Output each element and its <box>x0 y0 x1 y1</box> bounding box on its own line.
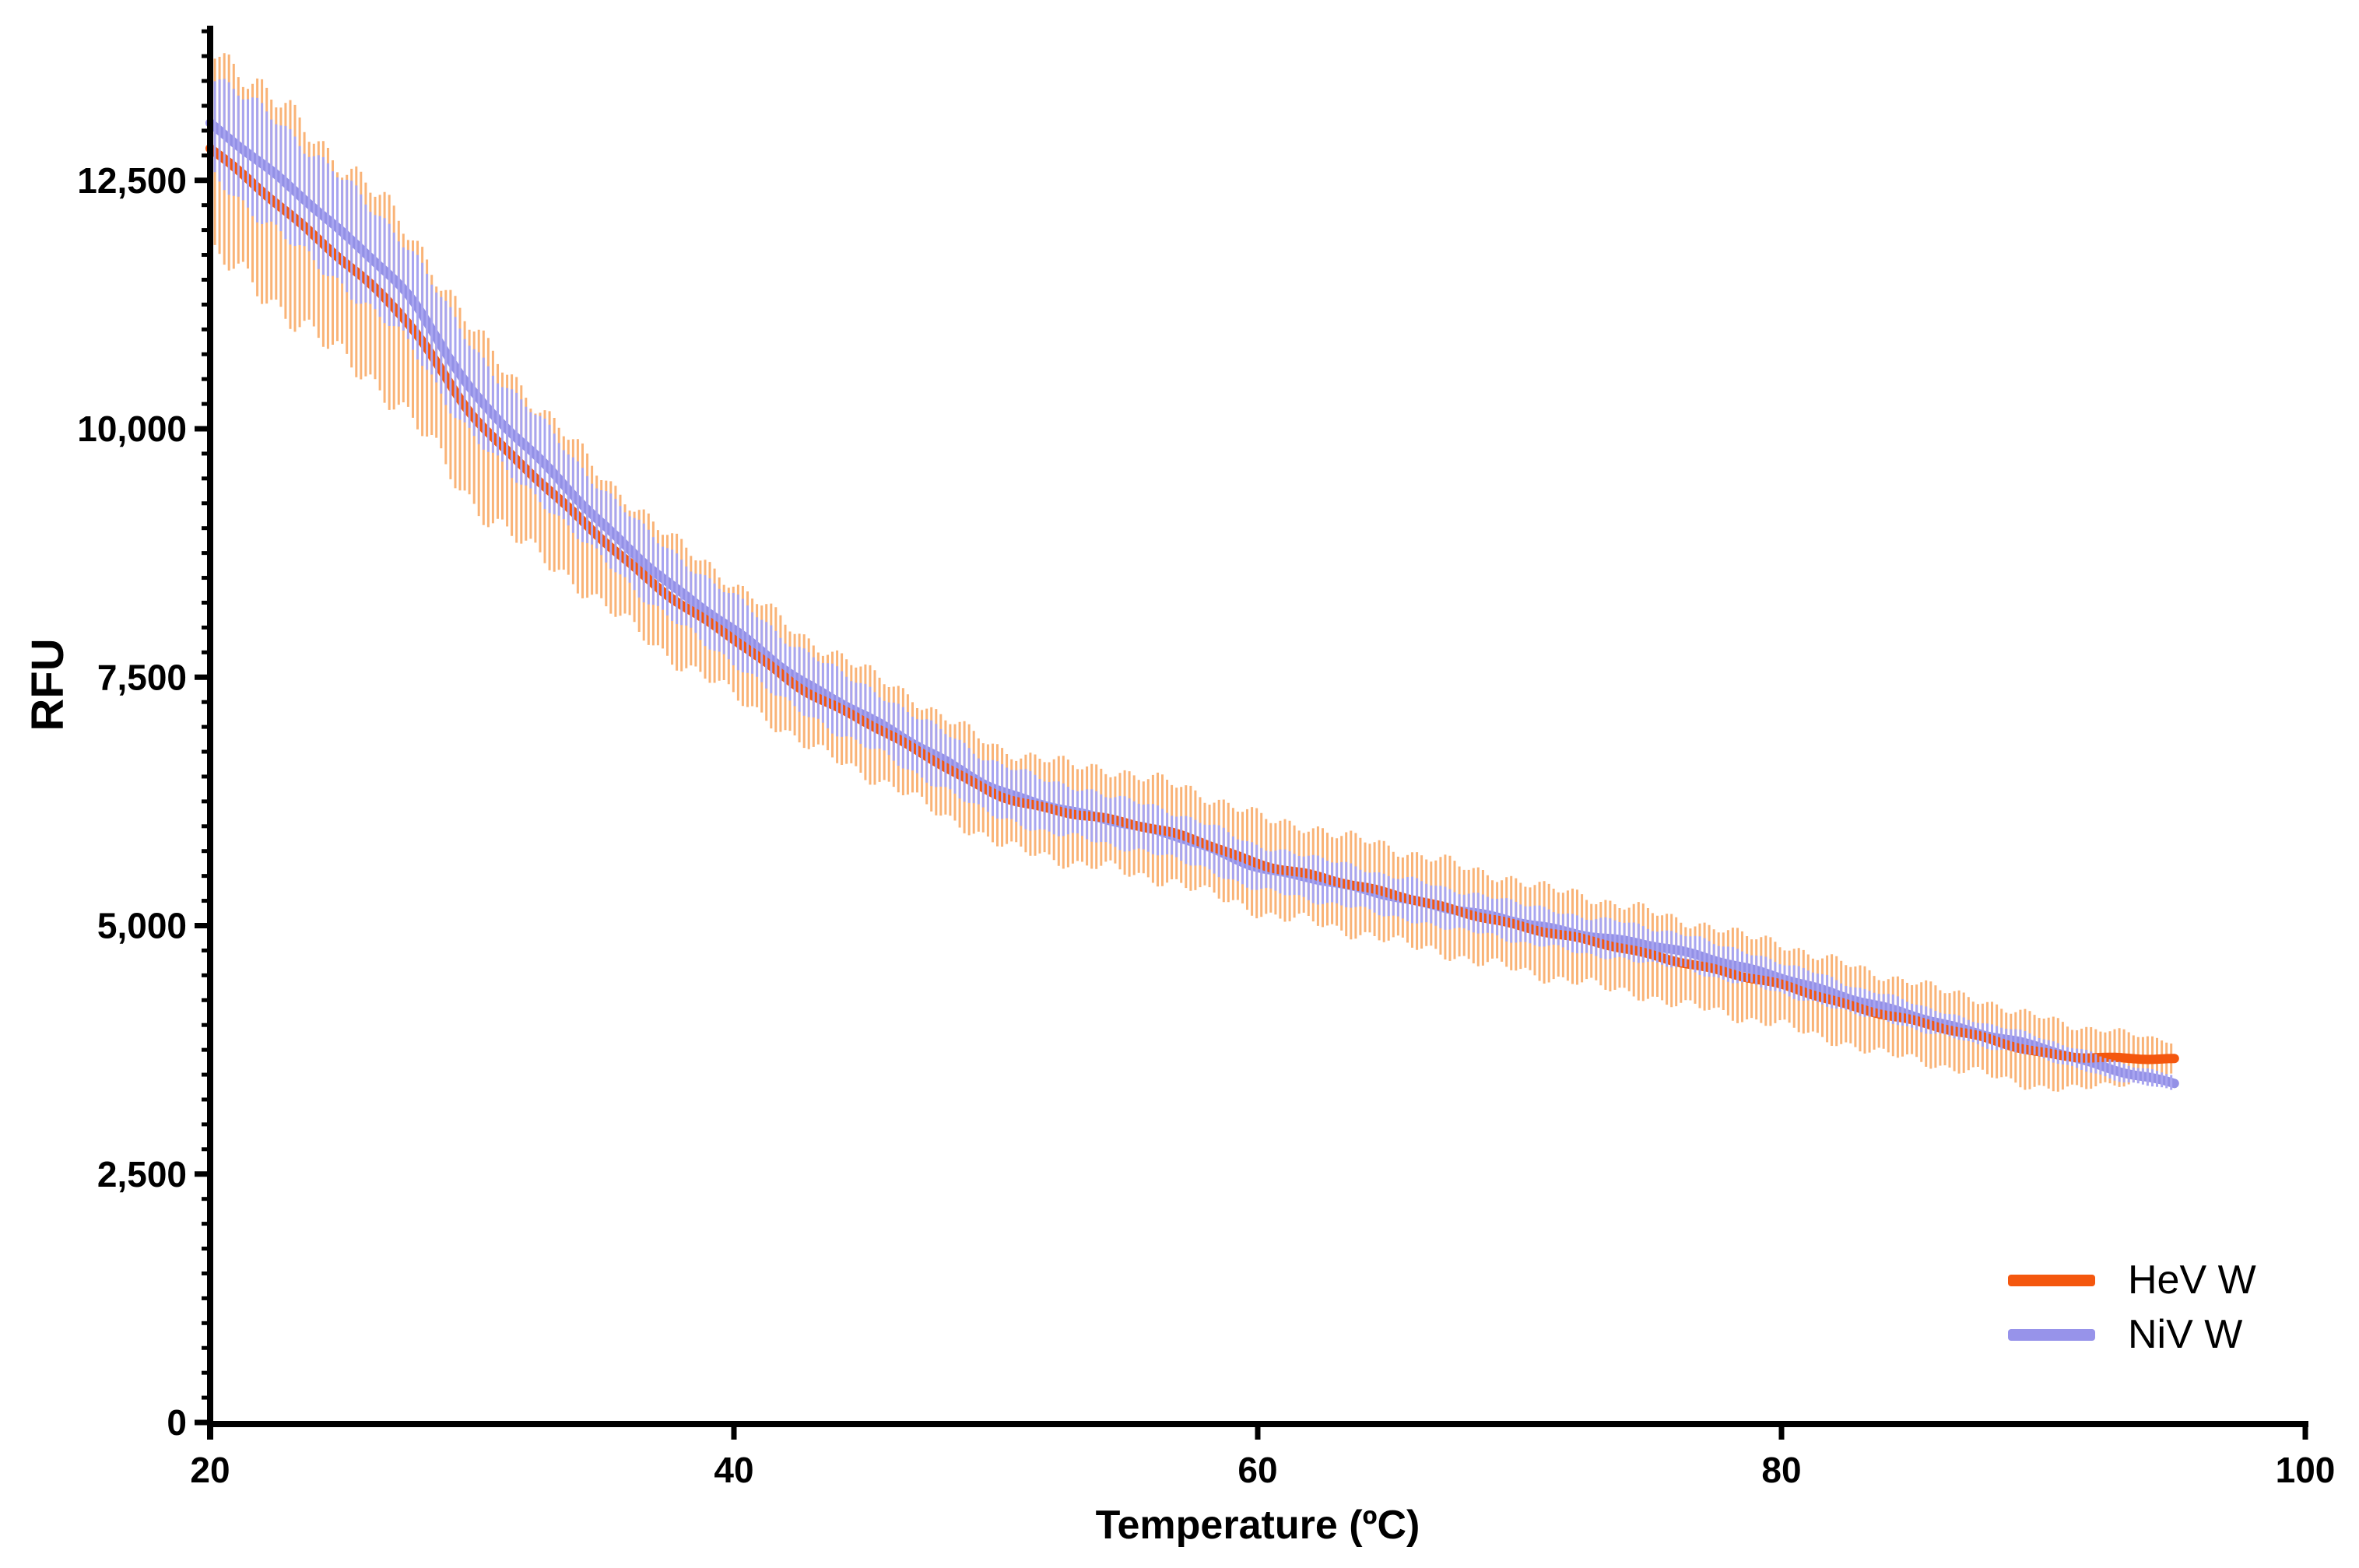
y-tick-label: 12,500 <box>77 160 187 201</box>
hev-curve <box>205 143 2179 1065</box>
x-tick-label: 40 <box>714 1450 753 1490</box>
x-tick-label: 60 <box>1237 1450 1277 1490</box>
legend-label-niv: NiV W <box>2128 1312 2243 1357</box>
legend: HeV W NiV W <box>2008 1258 2256 1357</box>
x-tick-label: 80 <box>1761 1450 1801 1490</box>
y-tick-label: 2,500 <box>97 1154 187 1194</box>
niv-error-bars <box>209 79 2173 1090</box>
legend-item-hev: HeV W <box>2008 1258 2256 1303</box>
legend-item-niv: NiV W <box>2008 1312 2256 1357</box>
y-tick-label: 7,500 <box>97 657 187 697</box>
y-axis-title: RFU <box>23 638 73 731</box>
hev-line-swatch <box>2008 1274 2095 1286</box>
x-tick-label: 100 <box>2276 1450 2336 1490</box>
y-tick-label: 10,000 <box>77 409 187 449</box>
x-axis-title: Temperature (ºC) <box>1095 1503 1420 1548</box>
hev-error-bars <box>209 53 2173 1092</box>
niv-line-swatch <box>2008 1328 2095 1341</box>
y-tick-label: 0 <box>167 1402 187 1443</box>
niv-line <box>205 118 2179 1089</box>
legend-label-hev: HeV W <box>2128 1258 2256 1303</box>
hev-line <box>205 143 2179 1065</box>
niv-curve <box>205 118 2179 1089</box>
y-tick-label: 5,000 <box>97 906 187 946</box>
axes: 20 40 60 80 100 0 2,500 5,000 7,500 10,000 12,500 <box>77 26 2335 1490</box>
x-tick-label: 20 <box>190 1450 230 1490</box>
